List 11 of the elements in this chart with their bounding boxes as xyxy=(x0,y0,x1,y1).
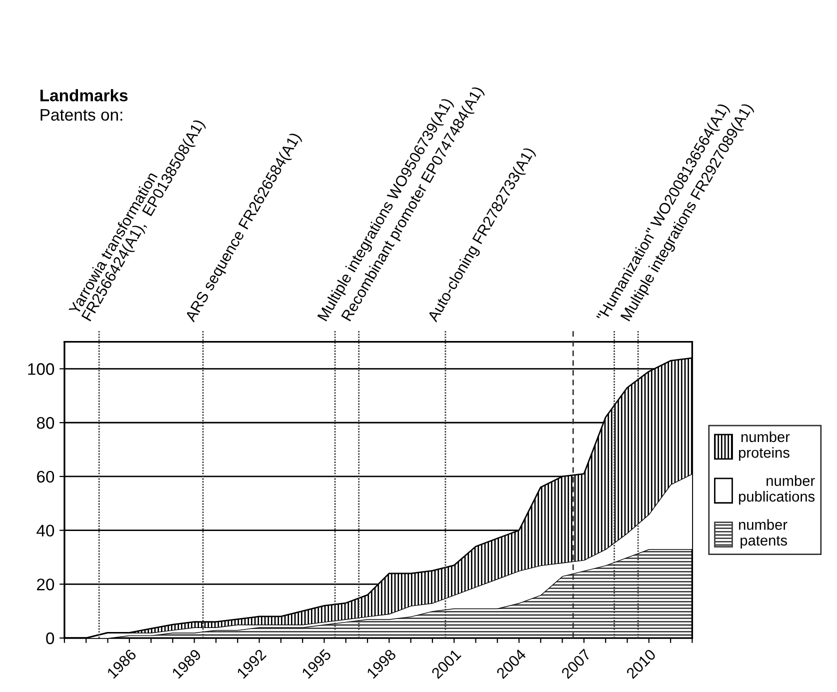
text: Patents on: xyxy=(40,109,122,121)
legend-label: number proteins xyxy=(739,431,790,461)
text: Landmarks xyxy=(40,89,128,102)
y-tick-label: 80 xyxy=(36,417,54,429)
y-tick-label: 0 xyxy=(46,632,54,644)
legend-label: number patents xyxy=(739,519,788,548)
y-tick-label: 40 xyxy=(36,524,54,537)
y-tick-label: 100 xyxy=(28,363,54,375)
legend-label: number publications xyxy=(739,475,815,505)
y-tick-label: 20 xyxy=(37,578,54,590)
y-tick-label: 60 xyxy=(37,470,54,483)
